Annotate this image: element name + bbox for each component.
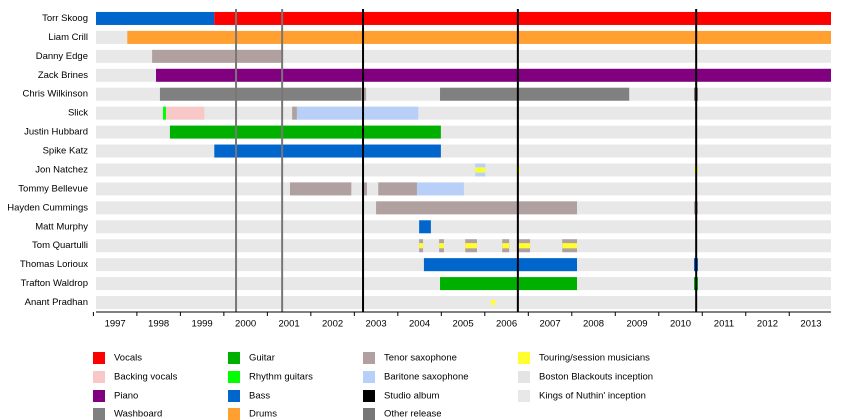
legend-swatch [228, 352, 240, 364]
member-bar [96, 11, 215, 25]
legend-label: Drums [249, 409, 277, 420]
legend-swatch [93, 390, 105, 402]
member-bar [378, 182, 417, 196]
legend-label: Washboard [114, 409, 162, 420]
member-name: Zack Brines [38, 70, 88, 81]
x-tick-label: 2006 [496, 319, 517, 330]
member-bar [166, 106, 205, 120]
row-background [96, 220, 831, 234]
row-background [96, 163, 831, 177]
member-bar [416, 182, 464, 196]
legend-swatch [93, 352, 105, 364]
x-tick-label: 2001 [279, 319, 300, 330]
x-tick-label: 2005 [452, 319, 473, 330]
member-bar [127, 30, 832, 44]
member-name: Tommy Bellevue [18, 183, 88, 194]
legend-label: Piano [114, 391, 138, 402]
x-tick-label: 2008 [583, 319, 604, 330]
x-tick-label: 2002 [322, 319, 343, 330]
member-name: Tom Quartulli [32, 240, 88, 251]
member-bar [502, 243, 510, 249]
legend-label: Rhythm guitars [249, 372, 313, 383]
row-background [96, 144, 831, 158]
legend-label: Bass [249, 391, 270, 402]
member-name: Slick [68, 108, 88, 119]
member-name: Justin Hubbard [24, 127, 88, 138]
x-tick-label: 2009 [626, 319, 647, 330]
legend-label: Studio album [384, 391, 440, 402]
x-tick-label: 2013 [800, 319, 821, 330]
legend-label: Tenor saxophone [384, 353, 457, 364]
row-background [96, 239, 831, 253]
legend-swatch [363, 352, 375, 364]
member-bar [439, 243, 444, 249]
member-bar [214, 144, 441, 158]
member-bar [475, 167, 486, 173]
x-tick-label: 1997 [105, 319, 126, 330]
member-name: Matt Murphy [35, 221, 88, 232]
legend-swatch [518, 390, 530, 402]
legend-swatch [228, 371, 240, 383]
member-name: Danny Edge [36, 51, 88, 62]
member-bar [490, 299, 496, 306]
row-background [96, 296, 831, 310]
x-tick-label: 2004 [409, 319, 430, 330]
legend-swatch [363, 408, 375, 420]
legend-label: Baritone saxophone [384, 372, 469, 383]
legend-swatch [518, 371, 530, 383]
legend-label: Guitar [249, 353, 275, 364]
x-tick-label: 2007 [539, 319, 560, 330]
member-bar [289, 182, 352, 196]
legend-swatch [93, 371, 105, 383]
legend-swatch [518, 352, 530, 364]
x-tick-label: 1998 [148, 319, 169, 330]
member-name: Hayden Cummings [7, 202, 88, 213]
x-tick-label: 1999 [192, 319, 213, 330]
member-bar [156, 68, 831, 82]
legend-swatch [93, 408, 105, 420]
x-tick-label: 2012 [757, 319, 778, 330]
x-tick-label: 2011 [714, 319, 734, 330]
legend-swatch [363, 390, 375, 402]
legend-label: Kings of Nuthin' inception [539, 391, 646, 402]
member-bar [214, 11, 832, 25]
member-name: Spike Katz [43, 146, 89, 157]
member-name: Jon Natchez [35, 164, 88, 175]
member-bar [440, 87, 630, 101]
member-bar [423, 258, 578, 272]
legend-label: Vocals [114, 353, 142, 364]
member-name: Thomas Lorioux [20, 259, 88, 270]
legend-swatch [363, 371, 375, 383]
legend-label: Touring/session musicians [539, 353, 650, 364]
member-name: Liam Crill [48, 32, 88, 43]
member-bar [465, 243, 477, 249]
member-bar [292, 106, 297, 120]
member-bar [419, 243, 424, 249]
member-bar [296, 106, 419, 120]
member-bar [162, 106, 167, 120]
legend-label: Boston Blackouts inception [539, 372, 653, 383]
member-bar [517, 243, 531, 249]
member-bar [159, 87, 362, 101]
member-bar [362, 182, 367, 196]
member-name: Trafton Waldrop [21, 278, 88, 289]
member-bar [169, 125, 441, 139]
member-bar [419, 220, 431, 234]
x-tick-label: 2000 [235, 319, 256, 330]
member-bar [376, 201, 578, 215]
legend-label: Backing vocals [114, 372, 178, 383]
x-tick-label: 2010 [670, 319, 691, 330]
member-name: Torr Skoog [42, 13, 88, 24]
member-name: Chris Wilkinson [23, 89, 88, 100]
row-background [96, 106, 831, 120]
member-name: Anant Pradhan [25, 297, 88, 308]
member-bar [440, 277, 578, 291]
member-bar [562, 243, 578, 249]
legend-swatch [228, 408, 240, 420]
legend-swatch [228, 390, 240, 402]
member-bar [152, 49, 284, 63]
x-tick-label: 2003 [366, 319, 387, 330]
legend-label: Other release [384, 409, 442, 420]
